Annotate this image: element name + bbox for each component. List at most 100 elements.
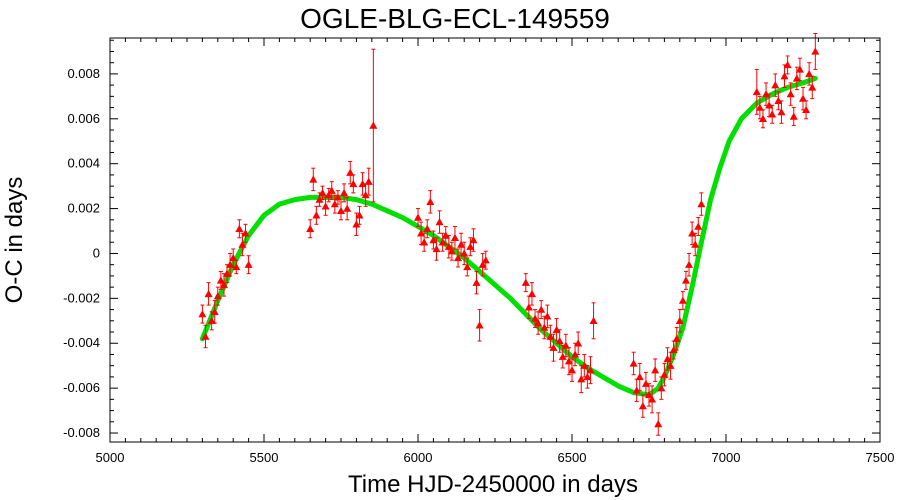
- data-point: [481, 256, 490, 264]
- data-point: [638, 402, 647, 410]
- data-point: [223, 269, 232, 277]
- data-point: [460, 249, 469, 257]
- data-point: [808, 83, 817, 91]
- data-point: [586, 366, 595, 374]
- data-point: [789, 112, 798, 120]
- y-tick-label: -0.008: [63, 425, 100, 440]
- data-point: [309, 175, 318, 183]
- plot-frame: [109, 37, 881, 443]
- x-tick-label: 5000: [96, 450, 125, 465]
- data-point: [534, 319, 543, 327]
- y-tick-label: -0.006: [63, 380, 100, 395]
- data-point: [521, 278, 530, 286]
- data-point: [546, 332, 555, 340]
- data-point: [577, 375, 586, 383]
- data-point: [580, 361, 589, 369]
- data-point: [444, 242, 453, 250]
- data-point: [337, 206, 345, 215]
- y-tick-label: 0.002: [67, 201, 100, 216]
- data-point: [420, 238, 429, 246]
- data-point: [426, 197, 435, 206]
- data-point: [318, 188, 327, 197]
- data-point: [441, 231, 450, 239]
- data-point: [758, 114, 767, 122]
- y-tick-label: -0.002: [63, 290, 100, 305]
- data-point: [343, 204, 352, 212]
- data-point: [651, 366, 660, 374]
- data-point: [805, 69, 814, 78]
- chart-title: OGLE-BLG-ECL-149559: [300, 3, 610, 34]
- data-point: [635, 372, 644, 381]
- data-point: [672, 334, 681, 342]
- ticks-layer: 5000 5500 6000 6500 7000 7500 -0.008 -0.006 -0.0…: [63, 38, 894, 465]
- y-tick-label: 0.004: [67, 156, 100, 171]
- data-point: [792, 74, 801, 82]
- data-point: [799, 94, 807, 102]
- x-tick-label: 7500: [866, 450, 895, 465]
- data-point: [454, 253, 463, 262]
- data-point: [435, 218, 444, 226]
- data-point: [552, 325, 561, 333]
- data-point: [423, 224, 432, 232]
- data-point: [524, 303, 533, 311]
- data-point: [527, 289, 536, 298]
- data-point: [450, 233, 459, 241]
- data-point: [697, 200, 706, 208]
- data-point: [645, 390, 653, 399]
- data-point: [312, 211, 321, 219]
- data-point: [321, 202, 330, 210]
- data-point: [531, 314, 540, 322]
- data-point: [765, 101, 774, 109]
- data-point: [786, 90, 795, 98]
- data-point: [324, 191, 333, 199]
- data-point: [352, 220, 361, 228]
- data-point: [558, 352, 567, 360]
- data-point: [226, 260, 235, 268]
- x-axis-label: Time HJD-2450000 in days: [348, 471, 638, 498]
- data-point: [429, 236, 438, 244]
- data-point: [555, 337, 564, 345]
- data-point: [216, 276, 225, 284]
- data-point: [235, 224, 244, 232]
- data-point: [629, 359, 638, 367]
- data-point: [457, 240, 466, 248]
- data-point: [238, 240, 247, 248]
- x-tick-label: 6500: [558, 450, 587, 465]
- data-point: [349, 179, 358, 188]
- data-point: [691, 240, 700, 248]
- data-point: [777, 108, 786, 116]
- data-point: [241, 229, 250, 237]
- data-point: [207, 316, 216, 324]
- data-point: [589, 316, 598, 324]
- data-point: [762, 90, 771, 98]
- data-point: [229, 253, 238, 262]
- data-point: [213, 292, 222, 300]
- data-point: [678, 296, 687, 304]
- data-point: [355, 211, 364, 219]
- data-point: [648, 395, 657, 403]
- data-point: [438, 238, 447, 246]
- data-point: [346, 168, 355, 176]
- data-point: [571, 350, 580, 358]
- data-point: [198, 310, 207, 318]
- data-point: [201, 332, 210, 340]
- data-point: [327, 186, 336, 194]
- data-point: [641, 379, 650, 387]
- data-point: [478, 260, 487, 268]
- data-point: [685, 260, 694, 268]
- data-point: [232, 262, 241, 271]
- data-point: [472, 278, 481, 286]
- data-point: [768, 110, 777, 118]
- y-tick-label: 0.006: [67, 111, 100, 126]
- data-point: [537, 305, 546, 313]
- data-point: [564, 357, 573, 365]
- data-point: [549, 343, 558, 351]
- data-point: [540, 323, 549, 331]
- data-point: [574, 339, 583, 347]
- data-point: [475, 321, 484, 329]
- data-point: [752, 87, 761, 96]
- data-point: [417, 229, 426, 237]
- data-point: [210, 307, 219, 316]
- data-point: [663, 354, 672, 363]
